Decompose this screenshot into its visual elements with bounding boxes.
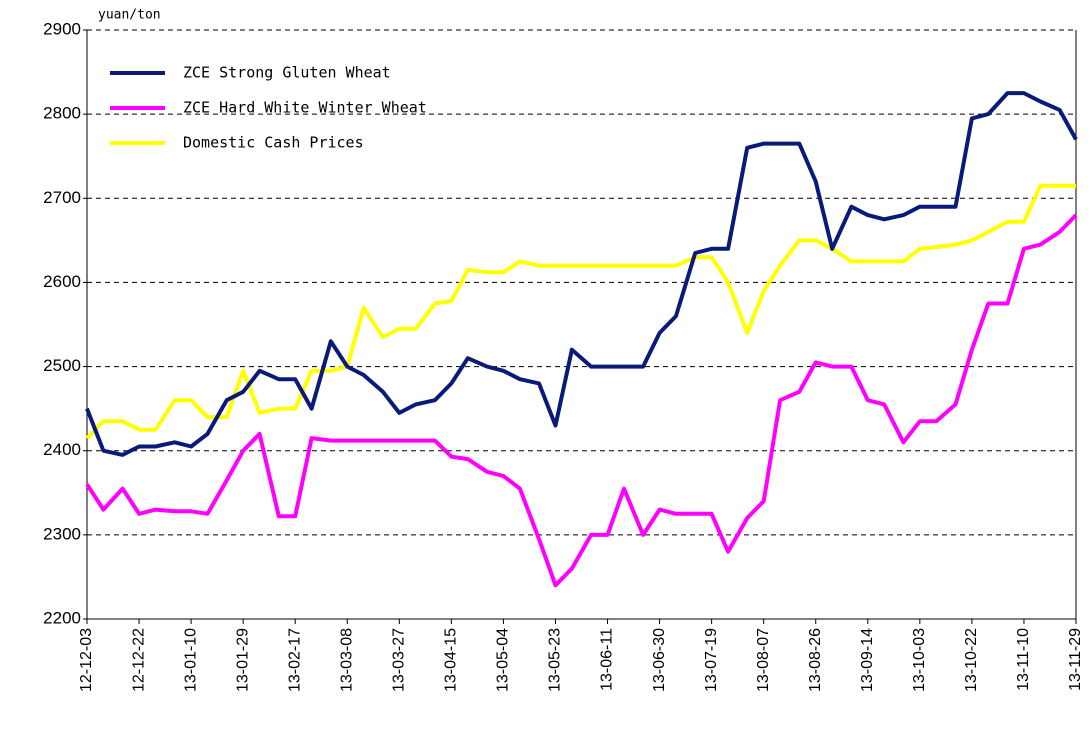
- x-tick-label: 13-08-07: [755, 628, 772, 692]
- series-line: [85, 183, 1076, 440]
- y-tick-label: 2800: [43, 104, 81, 123]
- y-unit: yuan/ton: [98, 8, 161, 23]
- legend-label: ZCE Strong Gluten Wheat: [183, 64, 391, 82]
- x-tick-label: 13-11-10: [1015, 628, 1032, 691]
- x-tick-label: 13-03-08: [338, 628, 355, 692]
- series-line: [85, 213, 1078, 588]
- x-tick-label: 13-01-10: [182, 628, 199, 692]
- x-tick-label: 13-06-30: [651, 628, 668, 692]
- x-tick-label: 13-07-19: [703, 628, 720, 692]
- y-tick-label: 2900: [43, 19, 81, 38]
- x-tick-label: 13-10-03: [911, 628, 928, 692]
- legend-label: ZCE Hard White Winter Wheat: [183, 99, 427, 117]
- y-tick-label: 2500: [43, 356, 81, 375]
- x-tick-label: 13-01-29: [234, 628, 251, 692]
- y-tick-label: 2200: [43, 608, 81, 627]
- y-tick-label: 2700: [43, 188, 81, 207]
- series-line: [85, 91, 1078, 457]
- x-tick-label: 13-06-11: [599, 628, 616, 691]
- x-tick-label: 13-04-15: [443, 628, 460, 692]
- y-tick-label: 2400: [43, 440, 81, 459]
- y-tick-label: 2300: [43, 524, 81, 543]
- x-tick-label: 13-05-23: [547, 628, 564, 692]
- x-tick-label: 13-08-26: [807, 628, 824, 692]
- y-tick-label: 2600: [43, 272, 81, 291]
- x-tick-label: 12-12-22: [130, 628, 147, 692]
- x-tick-label: 12-12-03: [78, 628, 95, 692]
- x-tick-label: 13-10-22: [963, 628, 980, 692]
- x-tick-label: 13-02-17: [286, 628, 303, 692]
- x-tick-label: 13-09-14: [859, 628, 876, 692]
- legend-label: Domestic Cash Prices: [183, 134, 364, 152]
- x-tick-label: 13-05-04: [495, 628, 512, 692]
- x-tick-label: 13-03-27: [391, 628, 408, 692]
- x-tick-label: 13-11-29: [1067, 628, 1084, 691]
